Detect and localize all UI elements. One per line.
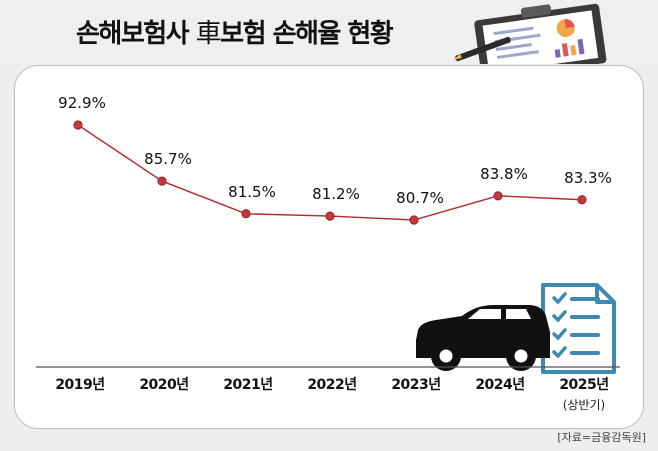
car-icon: [416, 305, 550, 371]
illustration: [416, 283, 616, 374]
title-hanja: 車: [195, 19, 222, 49]
data-point: [325, 211, 335, 221]
data-point: [157, 176, 167, 186]
checklist-icon: [541, 283, 616, 374]
data-label: 81.5%: [228, 183, 276, 201]
data-point: [241, 209, 251, 219]
x-tick-label: 2024년: [475, 377, 524, 393]
clipboard-chart-icon: [453, 3, 607, 64]
x-tick-label: 2022년: [307, 377, 356, 393]
title-suffix: 보험 손해율 현황: [220, 19, 394, 49]
data-point: [493, 191, 503, 201]
data-label: 92.9%: [58, 94, 106, 112]
source-note: [자료=금융감독원]: [557, 431, 646, 444]
x-tick-label: 2023년: [391, 377, 440, 393]
title-prefix: 손해보험사: [76, 19, 196, 49]
page-title: 손해보험사 車보험 손해율 현황: [76, 17, 394, 51]
data-label: 83.3%: [564, 169, 612, 187]
data-label: 85.7%: [144, 150, 192, 168]
data-point: [73, 120, 83, 130]
data-label: 81.2%: [312, 185, 360, 203]
data-point: [577, 195, 587, 205]
x-tick-label: 2021년: [223, 377, 272, 393]
data-label: 83.8%: [480, 165, 528, 183]
data-point: [409, 215, 419, 225]
x-tick-label: 2020년: [139, 377, 188, 393]
chart-card: [14, 65, 644, 429]
x-tick-sublabel: (상반기): [563, 398, 605, 412]
x-tick-label: 2019년: [55, 377, 104, 393]
data-label: 80.7%: [396, 189, 444, 207]
x-tick-label: 2025년: [559, 377, 608, 393]
